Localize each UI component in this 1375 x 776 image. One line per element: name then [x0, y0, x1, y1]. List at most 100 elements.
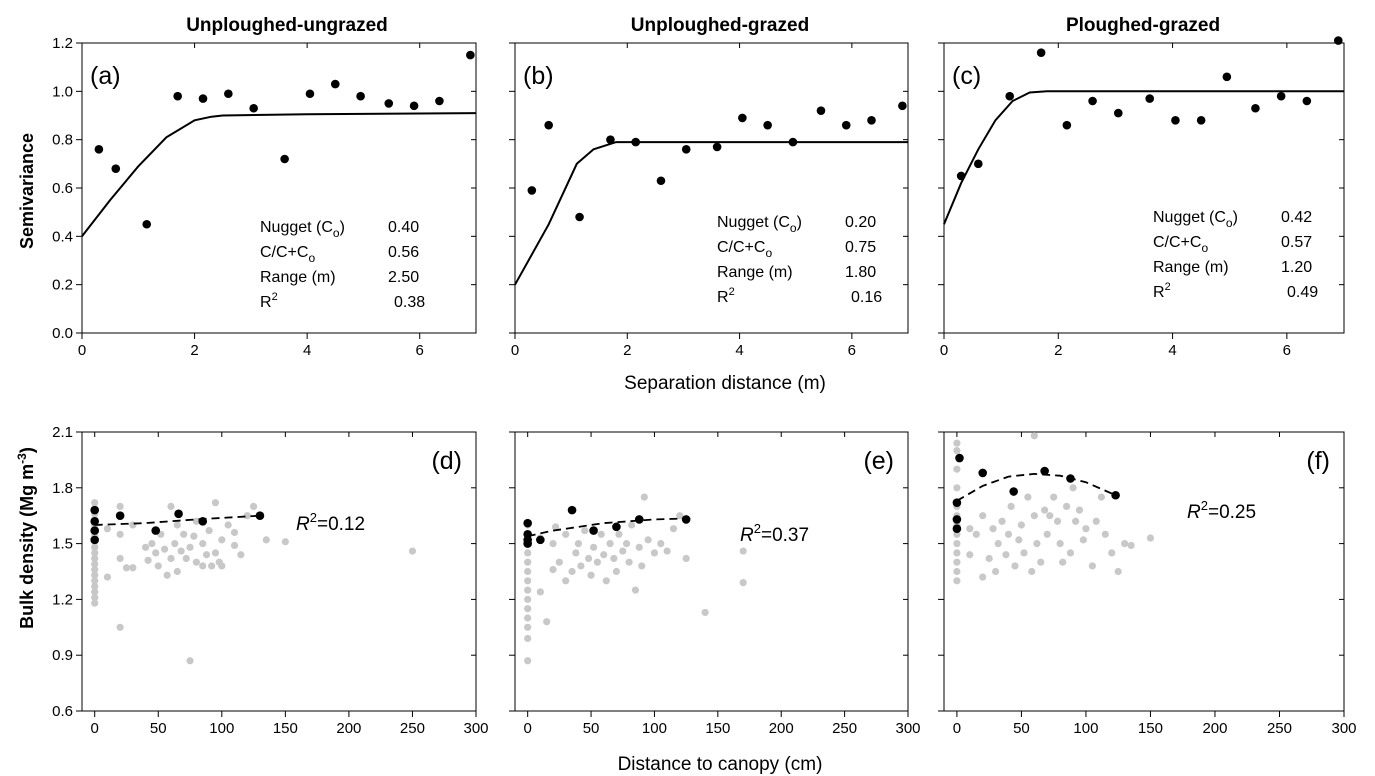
grey-data-point — [1069, 484, 1076, 491]
grey-data-point — [152, 549, 159, 556]
grey-data-point — [615, 531, 622, 538]
x-tick-label: 0 — [953, 720, 961, 737]
data-point — [1223, 73, 1232, 82]
grey-data-point — [1015, 536, 1022, 543]
grey-data-point — [953, 440, 960, 447]
grey-data-point — [117, 624, 124, 631]
grey-data-point — [543, 618, 550, 625]
grey-data-point — [1054, 518, 1061, 525]
x-tick-label: 100 — [209, 720, 234, 737]
data-point — [151, 526, 160, 535]
grey-data-point — [638, 562, 645, 569]
data-point — [763, 121, 772, 130]
grey-data-point — [549, 566, 556, 573]
stat-label: Nugget (Co) — [1153, 209, 1238, 230]
data-point — [1303, 97, 1312, 106]
data-point — [953, 524, 962, 533]
grey-data-point — [625, 559, 632, 566]
data-point — [842, 121, 851, 130]
grey-data-point — [683, 555, 690, 562]
y-tick-label: 1.0 — [52, 83, 73, 100]
x-tick-label: 250 — [832, 720, 857, 737]
grey-data-point — [953, 466, 960, 473]
grey-data-point — [231, 542, 238, 549]
grey-data-point — [953, 540, 960, 547]
grey-data-point — [186, 657, 193, 664]
grey-data-point — [1011, 562, 1018, 569]
r-squared-annotation: R2=0.25 — [1187, 498, 1256, 523]
data-point — [575, 213, 584, 222]
grey-data-point — [953, 577, 960, 584]
panel-b: 0 2 4 6 (b) Nugget (Co) 0.20 C/C+Co 0.75 Range (m… — [509, 43, 908, 359]
stat-label: Range (m) — [260, 269, 336, 286]
stat-label: C/C+Co — [1153, 234, 1208, 255]
grey-data-point — [123, 564, 130, 571]
grey-data-point — [581, 527, 588, 534]
grey-data-point — [572, 549, 579, 556]
grey-data-point — [193, 559, 200, 566]
stat-value: 0.56 — [388, 244, 419, 261]
grey-data-point — [263, 536, 270, 543]
data-point — [116, 511, 125, 520]
data-point — [466, 51, 475, 60]
data-point — [1037, 48, 1046, 57]
grey-data-point — [524, 596, 531, 603]
grey-data-point — [585, 555, 592, 562]
grey-data-point — [613, 568, 620, 575]
data-point — [174, 510, 183, 519]
grey-data-point — [606, 540, 613, 547]
data-point — [356, 92, 365, 101]
data-point — [90, 506, 99, 515]
grey-data-point — [986, 555, 993, 562]
y-tick-label: 0.6 — [52, 703, 73, 720]
grey-data-point — [524, 587, 531, 594]
grey-data-point — [603, 577, 610, 584]
grey-data-point — [641, 494, 648, 501]
data-point — [224, 89, 233, 98]
data-point — [90, 517, 99, 526]
data-point — [974, 160, 983, 169]
title-ploughed-grazed: Ploughed-grazed — [1066, 15, 1220, 36]
grey-data-point — [1028, 568, 1035, 575]
x-tick-label: 4 — [303, 342, 311, 359]
grey-data-point — [282, 538, 289, 545]
x-tick-label: 150 — [1138, 720, 1163, 737]
grey-data-point — [1002, 551, 1009, 558]
data-point — [528, 186, 537, 195]
grey-data-point — [524, 549, 531, 556]
grey-data-point — [174, 568, 181, 575]
data-point — [1063, 121, 1072, 130]
grey-data-point — [998, 518, 1005, 525]
data-point — [536, 536, 545, 545]
data-point — [953, 515, 962, 524]
data-point — [1334, 36, 1343, 45]
grey-data-point — [549, 540, 556, 547]
data-point — [682, 145, 691, 154]
grey-data-point — [1044, 531, 1051, 538]
stat-label: Nugget (Co) — [260, 219, 345, 240]
grey-data-point — [645, 536, 652, 543]
grey-data-point — [1089, 562, 1096, 569]
grey-data-point — [992, 568, 999, 575]
grey-data-point — [117, 503, 124, 510]
data-point — [1145, 94, 1154, 103]
grey-data-point — [117, 531, 124, 538]
panel-label: (b) — [523, 62, 554, 90]
data-point — [738, 114, 747, 123]
data-point — [1066, 474, 1075, 483]
grey-data-point — [186, 544, 193, 551]
x-tick-label: 200 — [769, 720, 794, 737]
fit-line — [944, 91, 1344, 224]
panel-d: 0.60.91.21.51.82.10 50 100 150 200 250 300(d)R… — [52, 424, 488, 737]
stat-value: 0.20 — [845, 214, 876, 231]
stat-value: 1.80 — [845, 264, 876, 281]
data-point — [90, 536, 99, 545]
data-point — [523, 519, 532, 528]
grey-data-point — [590, 544, 597, 551]
grey-data-point — [129, 564, 136, 571]
grey-data-point — [670, 525, 677, 532]
panel-label: (c) — [952, 62, 981, 90]
x-tick-label: 200 — [336, 720, 361, 737]
data-point — [1251, 104, 1260, 113]
